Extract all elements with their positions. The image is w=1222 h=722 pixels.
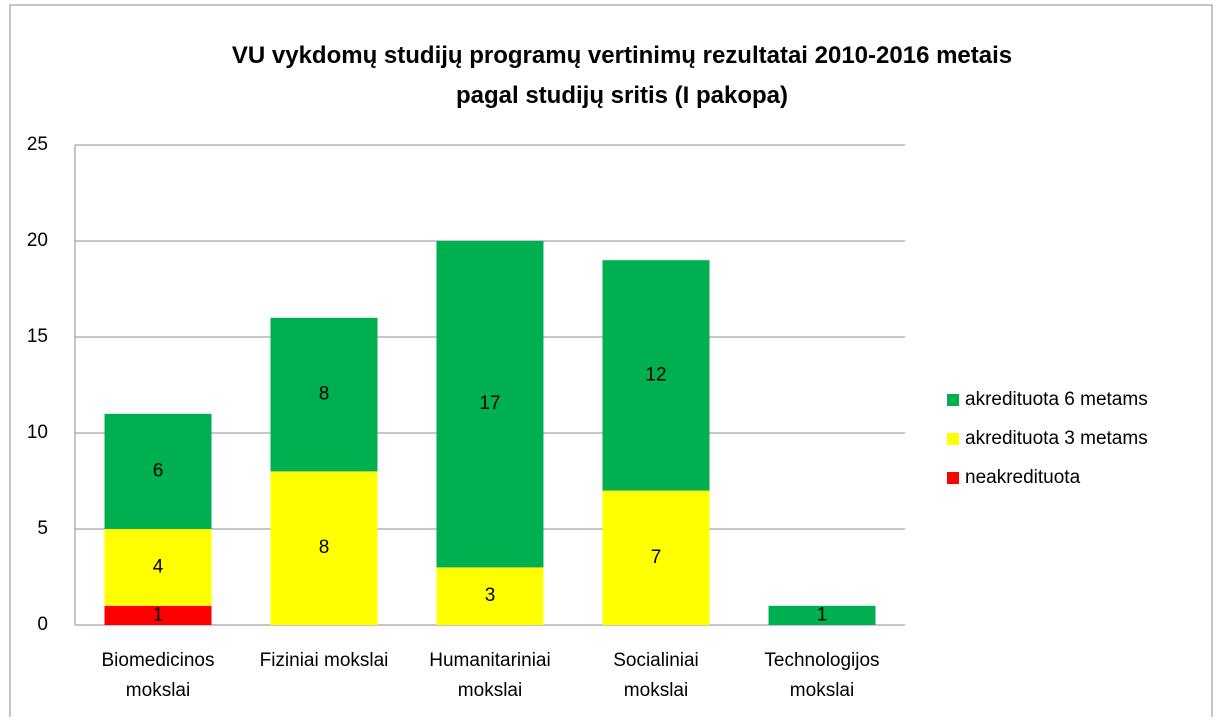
data-label: 1	[817, 604, 828, 625]
x-tick-label: Humanitariniai mokslai	[429, 650, 550, 701]
bar-segment	[602, 260, 710, 491]
legend-label: akredituota 6 metams	[965, 389, 1148, 410]
bar-segment	[602, 490, 710, 625]
x-tick-label: Technologijos mokslai	[764, 650, 879, 701]
y-tick-label: 5	[37, 518, 48, 539]
bar-segment	[768, 605, 876, 625]
legend-label: neakredituota	[965, 467, 1081, 488]
data-label: 4	[153, 556, 164, 577]
y-tick-label: 25	[27, 134, 48, 155]
data-label: 7	[651, 547, 662, 568]
data-label: 8	[319, 384, 330, 405]
bar-segment	[270, 471, 378, 625]
x-tick-label: Biomedicinos mokslai	[102, 650, 215, 701]
data-label: 1	[153, 604, 164, 625]
data-label: 8	[319, 537, 330, 558]
y-tick-label: 15	[27, 326, 48, 347]
bar-segment	[436, 567, 544, 625]
x-tick-label: Fiziniai mokslai	[260, 650, 389, 671]
data-label: 17	[479, 393, 500, 414]
legend-swatch	[947, 472, 959, 484]
y-tick-label: 0	[37, 614, 48, 635]
data-label: 12	[645, 364, 666, 385]
x-tick-label: Socialiniai mokslai	[613, 650, 699, 701]
bar-segment	[104, 605, 212, 625]
chart-title: VU vykdomų studijų programų vertinimų re…	[232, 42, 1012, 109]
bar-segment	[104, 413, 212, 529]
legend-swatch	[947, 433, 959, 445]
data-label: 6	[153, 460, 164, 481]
legend-label: akredituota 3 metams	[965, 428, 1148, 449]
y-tick-label: 20	[27, 230, 48, 251]
y-tick-label: 10	[27, 422, 48, 443]
bar-segment	[104, 529, 212, 606]
data-label: 3	[485, 585, 496, 606]
bar-segment	[436, 241, 544, 568]
bar-segment	[270, 317, 378, 472]
legend-swatch	[947, 394, 959, 406]
